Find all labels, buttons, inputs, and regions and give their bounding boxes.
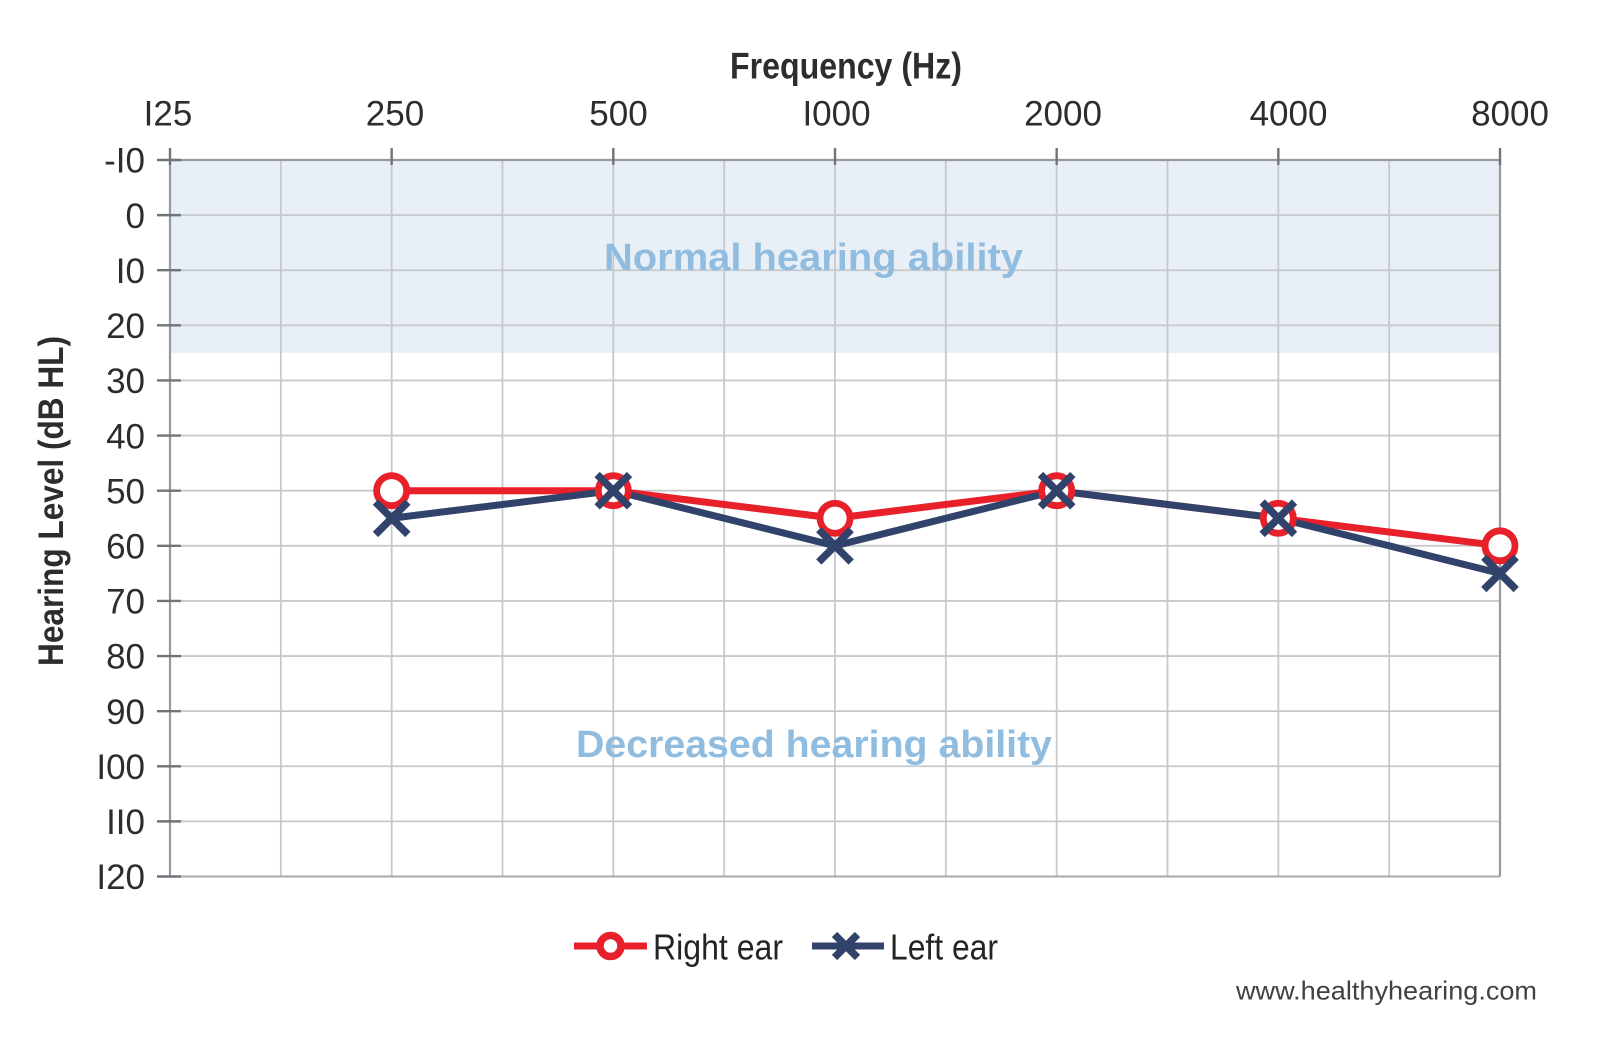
svg-text:60: 60 xyxy=(106,528,145,567)
svg-text:500: 500 xyxy=(589,94,647,133)
svg-text:-I0: -I0 xyxy=(104,142,145,181)
svg-text:0: 0 xyxy=(126,197,145,236)
svg-text:I20: I20 xyxy=(96,858,145,897)
svg-text:Normal hearing ability: Normal hearing ability xyxy=(604,237,1023,279)
svg-text:I25: I25 xyxy=(144,94,193,133)
svg-text:Left ear: Left ear xyxy=(890,926,998,967)
svg-text:8000: 8000 xyxy=(1471,94,1549,133)
svg-text:50: 50 xyxy=(106,472,145,511)
svg-text:4000: 4000 xyxy=(1250,94,1328,133)
svg-text:80: 80 xyxy=(106,638,145,677)
svg-text:2000: 2000 xyxy=(1024,94,1102,133)
svg-text:70: 70 xyxy=(106,583,145,622)
svg-text:Decreased hearing ability: Decreased hearing ability xyxy=(576,724,1052,766)
svg-text:I00: I00 xyxy=(96,748,145,787)
svg-text:40: 40 xyxy=(106,417,145,456)
svg-text:Hearing Level (dB HL): Hearing Level (dB HL) xyxy=(32,336,71,666)
svg-text:90: 90 xyxy=(106,693,145,732)
svg-text:I000: I000 xyxy=(802,94,870,133)
svg-text:Right ear: Right ear xyxy=(653,926,783,967)
svg-text:II0: II0 xyxy=(106,803,145,842)
svg-text:30: 30 xyxy=(106,362,145,401)
svg-text:Frequency (Hz): Frequency (Hz) xyxy=(730,46,962,87)
svg-text:250: 250 xyxy=(366,94,424,133)
svg-text:I0: I0 xyxy=(116,252,145,291)
svg-text:20: 20 xyxy=(106,307,145,346)
svg-text:www.healthyhearing.com: www.healthyhearing.com xyxy=(1235,976,1537,1006)
